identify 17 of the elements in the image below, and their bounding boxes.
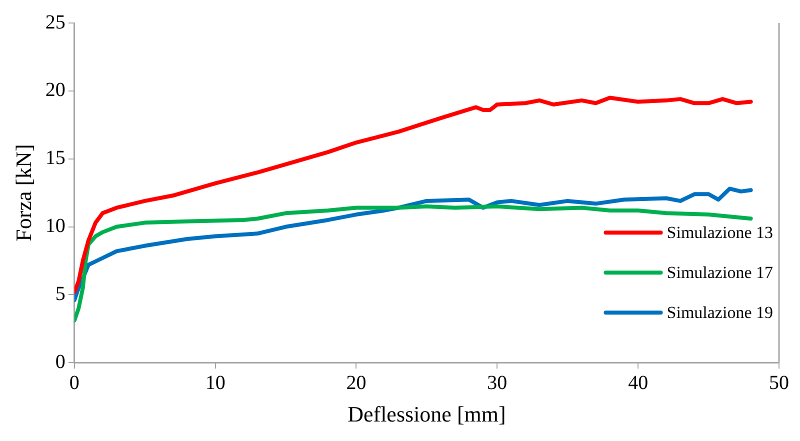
x-tick-label: 0 — [69, 372, 80, 394]
x-tick-label: 50 — [769, 372, 789, 394]
y-tick-label: 25 — [45, 11, 66, 34]
y-tick-label: 10 — [45, 215, 66, 238]
x-tick-label: 30 — [487, 372, 508, 394]
y-tick-label: 5 — [55, 282, 66, 305]
y-tick-label: 0 — [55, 350, 66, 373]
legend-label: Simulazione 13 — [666, 223, 773, 242]
x-tick-label: 40 — [628, 372, 648, 394]
x-tick-label: 10 — [205, 372, 226, 394]
y-axis-title: Forza [kN] — [10, 144, 36, 242]
legend-label: Simulazione 19 — [666, 303, 773, 322]
y-tick-label: 15 — [45, 147, 66, 170]
x-tick-label: 20 — [346, 372, 366, 394]
legend-label: Simulazione 17 — [666, 263, 774, 282]
y-tick-label: 20 — [45, 79, 66, 102]
x-axis-title: Deflessione [mm] — [348, 402, 506, 427]
